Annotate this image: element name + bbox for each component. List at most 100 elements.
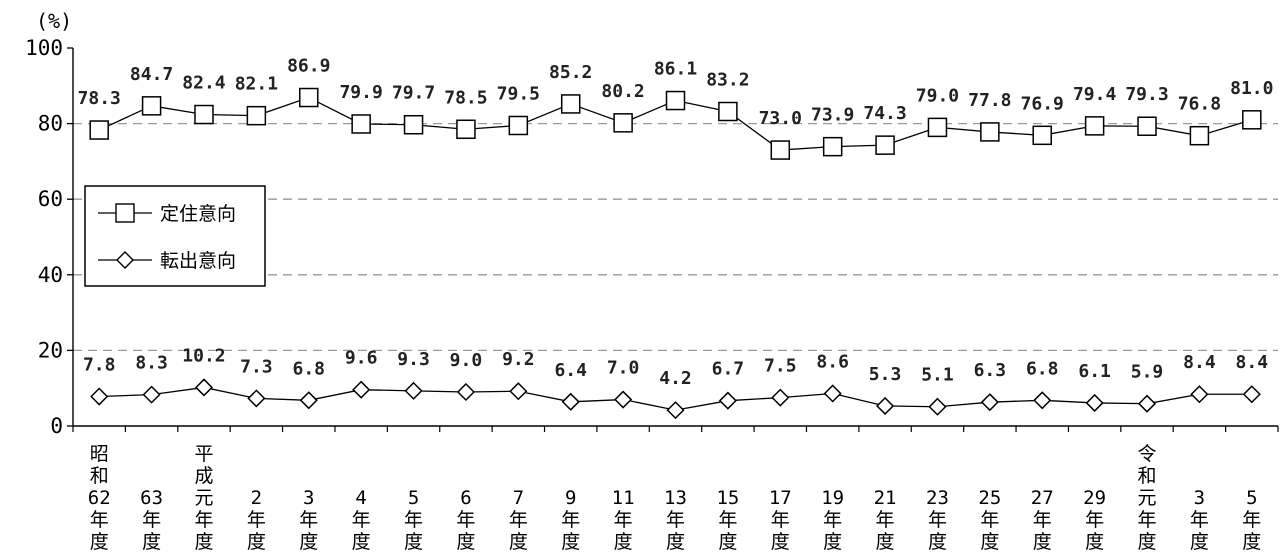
data-point-square (718, 101, 738, 122)
data-label: 6.4 (554, 360, 587, 381)
x-tick-label: 5 年度 (404, 487, 423, 553)
x-tick-label-part: 年 (90, 509, 109, 531)
x-tick-label-part: 年 (561, 509, 580, 531)
x-tick-label-part: 年 (142, 509, 161, 531)
data-label: 9.2 (502, 349, 535, 370)
data-label: 7.8 (83, 355, 116, 376)
x-tick-label-part: 年 (1190, 509, 1209, 531)
x-tick-label-part: 年 (194, 509, 213, 531)
data-point-square (194, 104, 214, 125)
x-tick-label-part: 度 (1190, 531, 1209, 553)
data-point-diamond (666, 401, 685, 420)
x-tick-label: 令和元年度 (1138, 443, 1157, 553)
data-label: 86.1 (654, 59, 697, 80)
x-tick-label-part: 度 (1138, 531, 1157, 553)
x-tick-label-part: 3 (303, 487, 314, 509)
data-point-diamond (928, 397, 947, 416)
data-point-square (560, 94, 581, 114)
data-point-square (246, 105, 267, 126)
x-tick-label-part: 度 (561, 531, 580, 553)
x-tick-label-part: 度 (823, 531, 842, 553)
x-tick-label-part: 度 (456, 531, 475, 553)
x-tick-label-part: 年 (404, 509, 423, 531)
x-tick-label: 21 年度 (874, 487, 897, 553)
data-point-square (1032, 125, 1052, 146)
data-point-square (822, 136, 843, 157)
data-label: 6.8 (1026, 358, 1059, 379)
x-tick-label-part: 年 (614, 509, 633, 531)
data-label: 83.2 (706, 70, 749, 91)
data-label: 79.0 (916, 85, 959, 106)
x-tick-label-part: 23 (926, 487, 949, 509)
x-tick-label: 7 年度 (509, 487, 528, 553)
data-point-diamond (194, 378, 214, 397)
data-point-diamond (1242, 385, 1261, 404)
data-label: 82.4 (182, 73, 226, 94)
x-tick-label-part: 年 (1138, 509, 1157, 531)
x-tick-label-part: 度 (718, 531, 737, 553)
data-point-diamond (352, 380, 371, 399)
x-tick-label: 11 年度 (612, 487, 635, 553)
x-tick-label-part: 年 (352, 509, 371, 531)
legend-box (84, 185, 266, 287)
x-tick-label-part: 度 (194, 531, 213, 553)
legend-marker-diamond (116, 251, 134, 269)
data-label: 82.1 (235, 74, 278, 95)
data-point-diamond (823, 384, 842, 403)
x-tick-label: 5 年度 (1242, 487, 1261, 553)
data-label: 79.9 (339, 82, 382, 103)
x-tick-label-part: 令 (1138, 443, 1157, 465)
data-point-diamond (90, 387, 109, 406)
legend-label-1: 転出意向 (160, 250, 236, 272)
data-point-diamond (404, 381, 423, 400)
x-tick-label-part: 年 (666, 509, 685, 531)
data-point-square (875, 135, 895, 155)
data-point-square (1084, 116, 1105, 136)
data-label: 8.4 (1183, 352, 1216, 373)
x-tick-label-part: 度 (928, 531, 947, 553)
data-label: 76.8 (1178, 94, 1221, 115)
y-unit-label: (%) (36, 9, 72, 33)
x-tick-label-part: 6 (460, 487, 471, 509)
data-label: 79.3 (1125, 84, 1168, 105)
x-tick-label: 昭和 62 年度 (88, 443, 111, 553)
series-group: 78.3 84.7 82.4 82.1 86.9 79.9 79.7 78.5 79.5 85.2… (78, 56, 1273, 420)
data-label: 86.9 (287, 56, 330, 77)
x-tick-label-part: 度 (1242, 531, 1261, 553)
x-tick-label-part: 度 (614, 531, 633, 553)
y-tick-label: 0 (50, 414, 63, 438)
data-label: 74.3 (863, 103, 906, 124)
x-tick-label: 27 年度 (1031, 487, 1054, 553)
data-label: 79.5 (497, 83, 540, 104)
data-label: 79.7 (392, 83, 435, 104)
x-tick-label-part: 5 (408, 487, 419, 509)
x-tick-label: 15 年度 (716, 487, 739, 553)
x-tick-label-part: 度 (352, 531, 371, 553)
x-tick-label-part: 21 (874, 487, 897, 509)
data-point-diamond (614, 390, 633, 409)
data-point-diamond (247, 389, 266, 408)
data-label: 73.9 (811, 105, 854, 126)
axes (67, 47, 1279, 432)
data-label: 10.2 (182, 345, 225, 366)
x-tick-label: 9 年度 (561, 487, 580, 553)
x-tick-label-part: 27 (1031, 487, 1054, 509)
x-tick-label: 4 年度 (352, 487, 371, 553)
x-tick-label-part: 年 (299, 509, 318, 531)
x-tick-label-part: 度 (299, 531, 318, 553)
data-label: 7.3 (240, 356, 273, 377)
x-tick-label-part: 平 (194, 443, 213, 465)
data-label: 6.7 (712, 359, 745, 380)
x-tick-label-part: 7 (513, 487, 524, 509)
data-label: 77.8 (968, 90, 1011, 111)
x-tick-label-part: 成 (194, 465, 213, 487)
data-label: 8.4 (1236, 352, 1269, 373)
x-tick-label-part: 年 (876, 509, 895, 531)
x-tick-label-part: 62 (88, 487, 111, 509)
gridlines (73, 122, 1278, 352)
x-tick-label-part: 年 (718, 509, 737, 531)
y-tick-label: 60 (38, 187, 63, 211)
data-point-diamond (142, 385, 161, 404)
x-tick-label-part: 年 (928, 509, 947, 531)
